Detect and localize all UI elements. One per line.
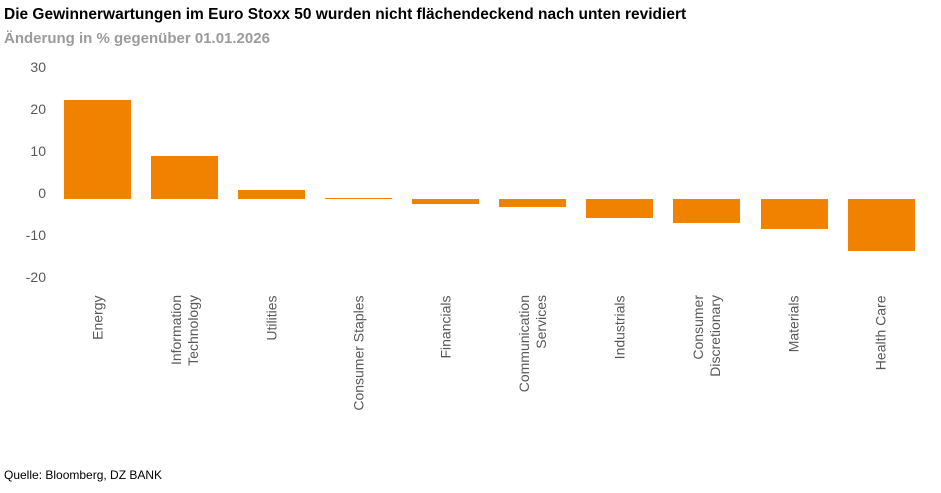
bar-health-care [847,199,915,251]
bar-industrials [586,199,654,219]
x-axis-label-health-care: Health Care [872,295,889,370]
y-axis-tick-30: 30 [30,59,46,76]
x-axis-label-information-technology: Information Technology [167,295,201,366]
y-axis-tick-0: 0 [38,185,46,201]
y-axis-tick--10: -10 [25,226,46,243]
x-axis-label-energy: Energy [89,295,105,340]
y-axis-tick-20: 20 [30,101,46,118]
bar-energy [64,100,131,199]
x-axis-label-communication-services: Communication Services [515,295,549,393]
x-axis-label-consumer-discretionary: Consumer Discretionary [689,295,723,377]
chart-title: Die Gewinnerwartungen im Euro Stoxx 50 w… [4,6,687,23]
x-axis-label-materials: Materials [785,295,802,352]
bar-information-technology [151,155,219,199]
x-axis-label-consumer-staples: Consumer Staples [350,295,367,411]
bar-financials [412,199,480,204]
bar-utilities [238,189,306,199]
y-axis-tick-10: 10 [30,143,46,160]
bar-communication-services [499,199,567,207]
x-axis-label-utilities: Utilities [263,295,280,341]
x-axis-label-industrials: Industrials [611,295,628,359]
y-axis-tick--20: -20 [25,268,46,285]
bar-materials [760,199,828,230]
bar-consumer-discretionary [673,199,741,224]
bar-consumer-staples [325,197,393,199]
chart-subtitle: Änderung in % gegenüber 01.01.2026 [4,30,270,47]
x-axis-label-financials: Financials [437,295,454,359]
source-note: Quelle: Bloomberg, DZ BANK [4,468,163,482]
